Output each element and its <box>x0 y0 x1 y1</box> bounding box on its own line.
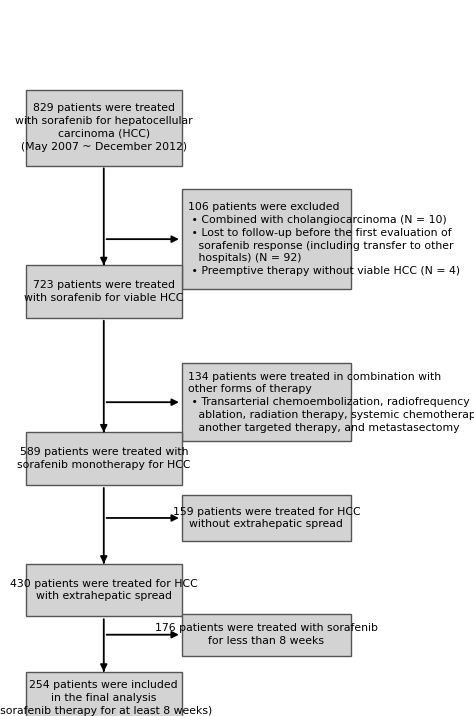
Text: 106 patients were excluded
 • Combined with cholangiocarcinoma (N = 10)
 • Lost : 106 patients were excluded • Combined wi… <box>188 202 460 276</box>
Text: 176 patients were treated with sorafenib
for less than 8 weeks: 176 patients were treated with sorafenib… <box>155 624 378 646</box>
FancyBboxPatch shape <box>26 90 182 165</box>
FancyBboxPatch shape <box>182 363 351 442</box>
FancyBboxPatch shape <box>26 672 182 716</box>
Text: 430 patients were treated for HCC
with extrahepatic spread: 430 patients were treated for HCC with e… <box>10 579 198 601</box>
FancyBboxPatch shape <box>26 563 182 616</box>
Text: 723 patients were treated
with sorafenib for viable HCC: 723 patients were treated with sorafenib… <box>24 280 183 303</box>
Text: 254 patients were included
in the final analysis
(sorafenib therapy for at least: 254 patients were included in the final … <box>0 680 212 716</box>
FancyBboxPatch shape <box>182 495 351 541</box>
Text: 159 patients were treated for HCC
without extrahepatic spread: 159 patients were treated for HCC withou… <box>173 506 360 529</box>
FancyBboxPatch shape <box>26 432 182 485</box>
Text: 589 patients were treated with
sorafenib monotherapy for HCC: 589 patients were treated with sorafenib… <box>17 448 191 470</box>
FancyBboxPatch shape <box>182 614 351 656</box>
FancyBboxPatch shape <box>182 189 351 289</box>
Text: 829 patients were treated
with sorafenib for hepatocellular
carcinoma (HCC)
(May: 829 patients were treated with sorafenib… <box>15 103 192 152</box>
FancyBboxPatch shape <box>26 265 182 318</box>
Text: 134 patients were treated in combination with
other forms of therapy
 • Transart: 134 patients were treated in combination… <box>188 372 474 432</box>
